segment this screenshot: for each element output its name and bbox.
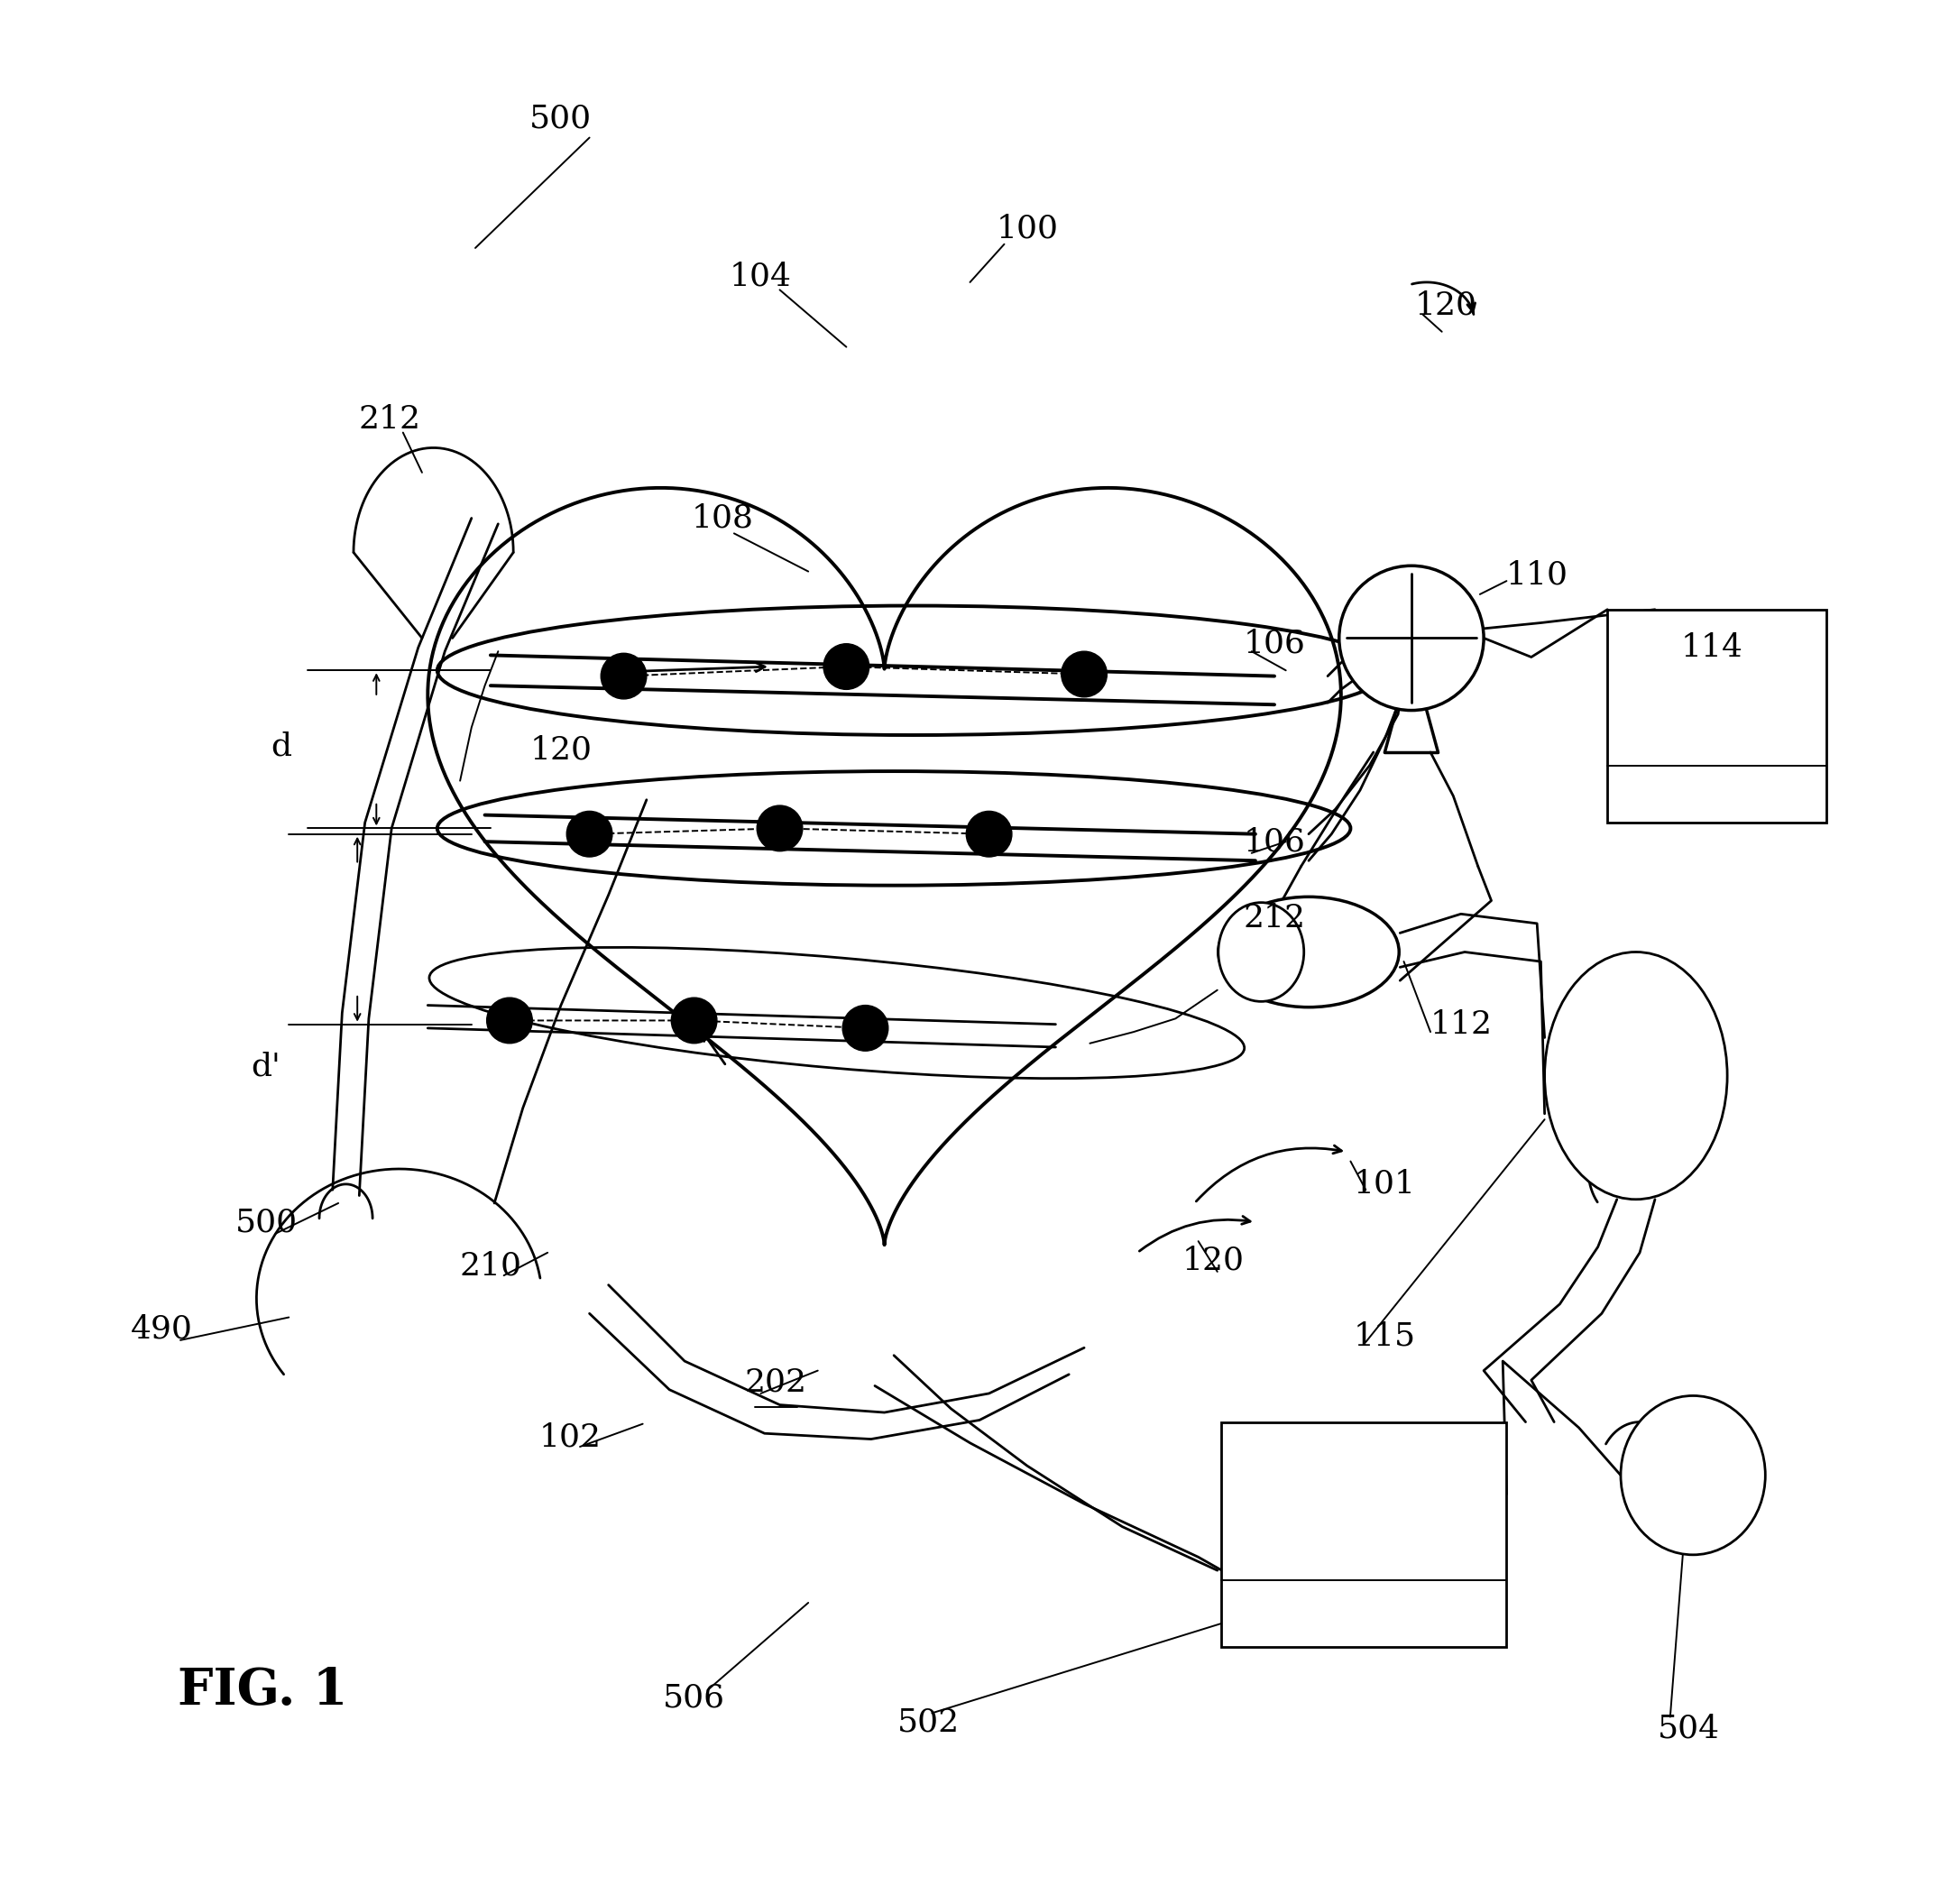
Ellipse shape xyxy=(1218,897,1399,1007)
Circle shape xyxy=(823,644,869,689)
Text: 500: 500 xyxy=(530,103,592,133)
Circle shape xyxy=(966,811,1013,857)
Text: 115: 115 xyxy=(1354,1321,1416,1352)
Circle shape xyxy=(671,998,718,1043)
Text: 120: 120 xyxy=(530,735,592,765)
Text: 120: 120 xyxy=(1181,1245,1245,1276)
Circle shape xyxy=(601,653,646,699)
Text: d: d xyxy=(272,731,291,762)
Circle shape xyxy=(757,805,803,851)
Text: 110: 110 xyxy=(1505,560,1568,590)
Text: 502: 502 xyxy=(896,1708,958,1738)
Text: 114: 114 xyxy=(1680,632,1744,663)
Text: d': d' xyxy=(250,1051,281,1081)
Ellipse shape xyxy=(1218,902,1304,1002)
Bar xyxy=(1608,609,1826,823)
Ellipse shape xyxy=(1620,1396,1765,1556)
Text: 112: 112 xyxy=(1430,1009,1492,1040)
Text: 101: 101 xyxy=(1354,1169,1416,1200)
Text: 104: 104 xyxy=(729,261,792,291)
Ellipse shape xyxy=(1544,952,1727,1200)
Text: 506: 506 xyxy=(663,1683,726,1714)
Circle shape xyxy=(1061,651,1108,697)
Text: 490: 490 xyxy=(130,1314,192,1344)
Text: 500: 500 xyxy=(235,1207,297,1238)
Text: 106: 106 xyxy=(1244,628,1306,659)
Circle shape xyxy=(842,1005,889,1051)
Bar xyxy=(1220,1422,1507,1647)
Text: 100: 100 xyxy=(995,213,1057,244)
Text: 102: 102 xyxy=(539,1422,601,1453)
Text: 210: 210 xyxy=(460,1251,522,1281)
Text: 120: 120 xyxy=(1414,289,1476,320)
Text: 202: 202 xyxy=(745,1367,807,1398)
Circle shape xyxy=(487,998,532,1043)
Text: 212: 212 xyxy=(359,404,421,434)
Text: 504: 504 xyxy=(1659,1714,1721,1744)
Circle shape xyxy=(1339,565,1484,710)
Text: 106: 106 xyxy=(1244,826,1306,857)
Text: 108: 108 xyxy=(691,503,755,533)
Text: FIG. 1: FIG. 1 xyxy=(177,1666,347,1716)
Circle shape xyxy=(566,811,613,857)
Text: 212: 212 xyxy=(1244,902,1306,933)
